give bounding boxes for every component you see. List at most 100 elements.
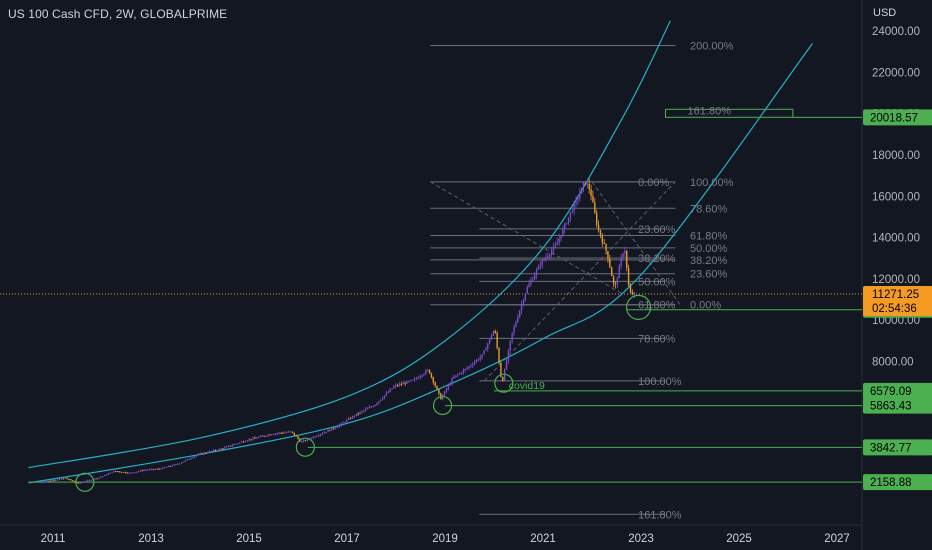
candle-body [464, 368, 466, 371]
candle-body [173, 464, 175, 466]
candle-body [51, 480, 53, 482]
candle-body [434, 382, 436, 386]
target-zone-box [665, 108, 794, 118]
candle-body [203, 452, 205, 454]
candle-body [605, 243, 607, 251]
highlight-circle [295, 437, 315, 457]
candle-body [532, 279, 534, 281]
candle-body [518, 310, 521, 318]
candle-body [541, 259, 543, 266]
candle-body [239, 442, 241, 444]
candle-body [633, 292, 635, 295]
candle-body [188, 458, 190, 460]
candle-body [511, 332, 513, 341]
candle-body [565, 223, 568, 225]
candle-body [135, 471, 138, 473]
candle-body [160, 468, 162, 470]
x-tick-label: 2025 [726, 533, 752, 545]
candle-body [389, 389, 391, 392]
candle-body [271, 434, 273, 436]
candle-body [417, 377, 419, 379]
candle-body [152, 468, 155, 470]
lower-growth-curve [28, 43, 813, 484]
price-badge [863, 109, 932, 126]
candle-body [227, 445, 230, 447]
candle-body [306, 438, 309, 441]
symbol-title[interactable]: US 100 Cash CFD, 2W, GLOBALPRIME [8, 7, 228, 21]
candle-body [398, 384, 401, 386]
candle-body [64, 478, 66, 480]
candle-body [164, 467, 166, 469]
candle-body [355, 413, 357, 416]
candle-body [150, 468, 153, 470]
candle-body [552, 246, 555, 251]
candle-body [626, 251, 628, 268]
x-tick-label: 2013 [138, 533, 164, 545]
candle-body [468, 366, 470, 369]
candle-body [167, 465, 170, 467]
candle-body [133, 472, 136, 474]
candle-body [336, 426, 339, 428]
candle-body [455, 375, 457, 377]
candle-body [197, 453, 200, 456]
candle-body [282, 432, 284, 434]
candle-body [207, 452, 209, 454]
candle-body [595, 212, 598, 225]
candle-body [90, 479, 93, 481]
candle-body [156, 468, 158, 470]
candle-body [162, 467, 164, 469]
candle-body [379, 399, 382, 402]
candle-body [124, 472, 126, 474]
candle-body [179, 463, 181, 465]
x-tick-label: 2011 [41, 533, 66, 545]
candle-body [105, 474, 108, 476]
candle-body [331, 428, 333, 431]
candle-body [534, 275, 536, 280]
candle-body [126, 472, 128, 474]
candle-body [79, 482, 81, 484]
candle-body [631, 292, 634, 295]
candle-body [488, 338, 491, 344]
candle-body [402, 382, 404, 385]
candle-body [564, 223, 566, 229]
candle-body [55, 479, 57, 481]
candle-body [295, 435, 297, 437]
candle-body [56, 479, 59, 481]
y-tick-label: 10000.00 [872, 315, 920, 327]
price-badge [863, 397, 932, 414]
candle-body [616, 278, 619, 285]
candle-body [257, 436, 260, 438]
candle-body [334, 427, 337, 429]
candle-body [107, 473, 110, 475]
candle-body [338, 424, 341, 427]
candle-body [509, 340, 511, 351]
price-badge-label: 5863.43 [870, 401, 912, 413]
candle-body [404, 382, 406, 384]
candle-body [165, 466, 168, 468]
candle-body [423, 373, 425, 376]
fib-extension-label: 100.00% [690, 177, 734, 189]
candle-body [421, 375, 423, 377]
fib-trend-dashed [483, 181, 676, 382]
candle-body [490, 335, 493, 339]
candle-body [186, 459, 188, 461]
candle-body [436, 385, 438, 390]
x-tick-label: 2021 [530, 533, 556, 545]
candle-body [443, 391, 446, 396]
candle-body [85, 481, 87, 483]
y-tick-label: 16000.00 [872, 191, 920, 203]
fib-level-label: 38.20% [638, 253, 676, 265]
candle-body [601, 236, 604, 243]
candle-body [580, 187, 583, 194]
candle-body [73, 480, 76, 482]
candle-body [201, 453, 203, 455]
price-badge [863, 439, 932, 456]
candle-body [333, 428, 335, 430]
candle-body [263, 435, 265, 437]
candle-body [507, 350, 510, 361]
candle-body [269, 434, 271, 436]
candle-body [175, 464, 177, 466]
candle-body [466, 368, 468, 370]
candle-body [218, 448, 220, 451]
